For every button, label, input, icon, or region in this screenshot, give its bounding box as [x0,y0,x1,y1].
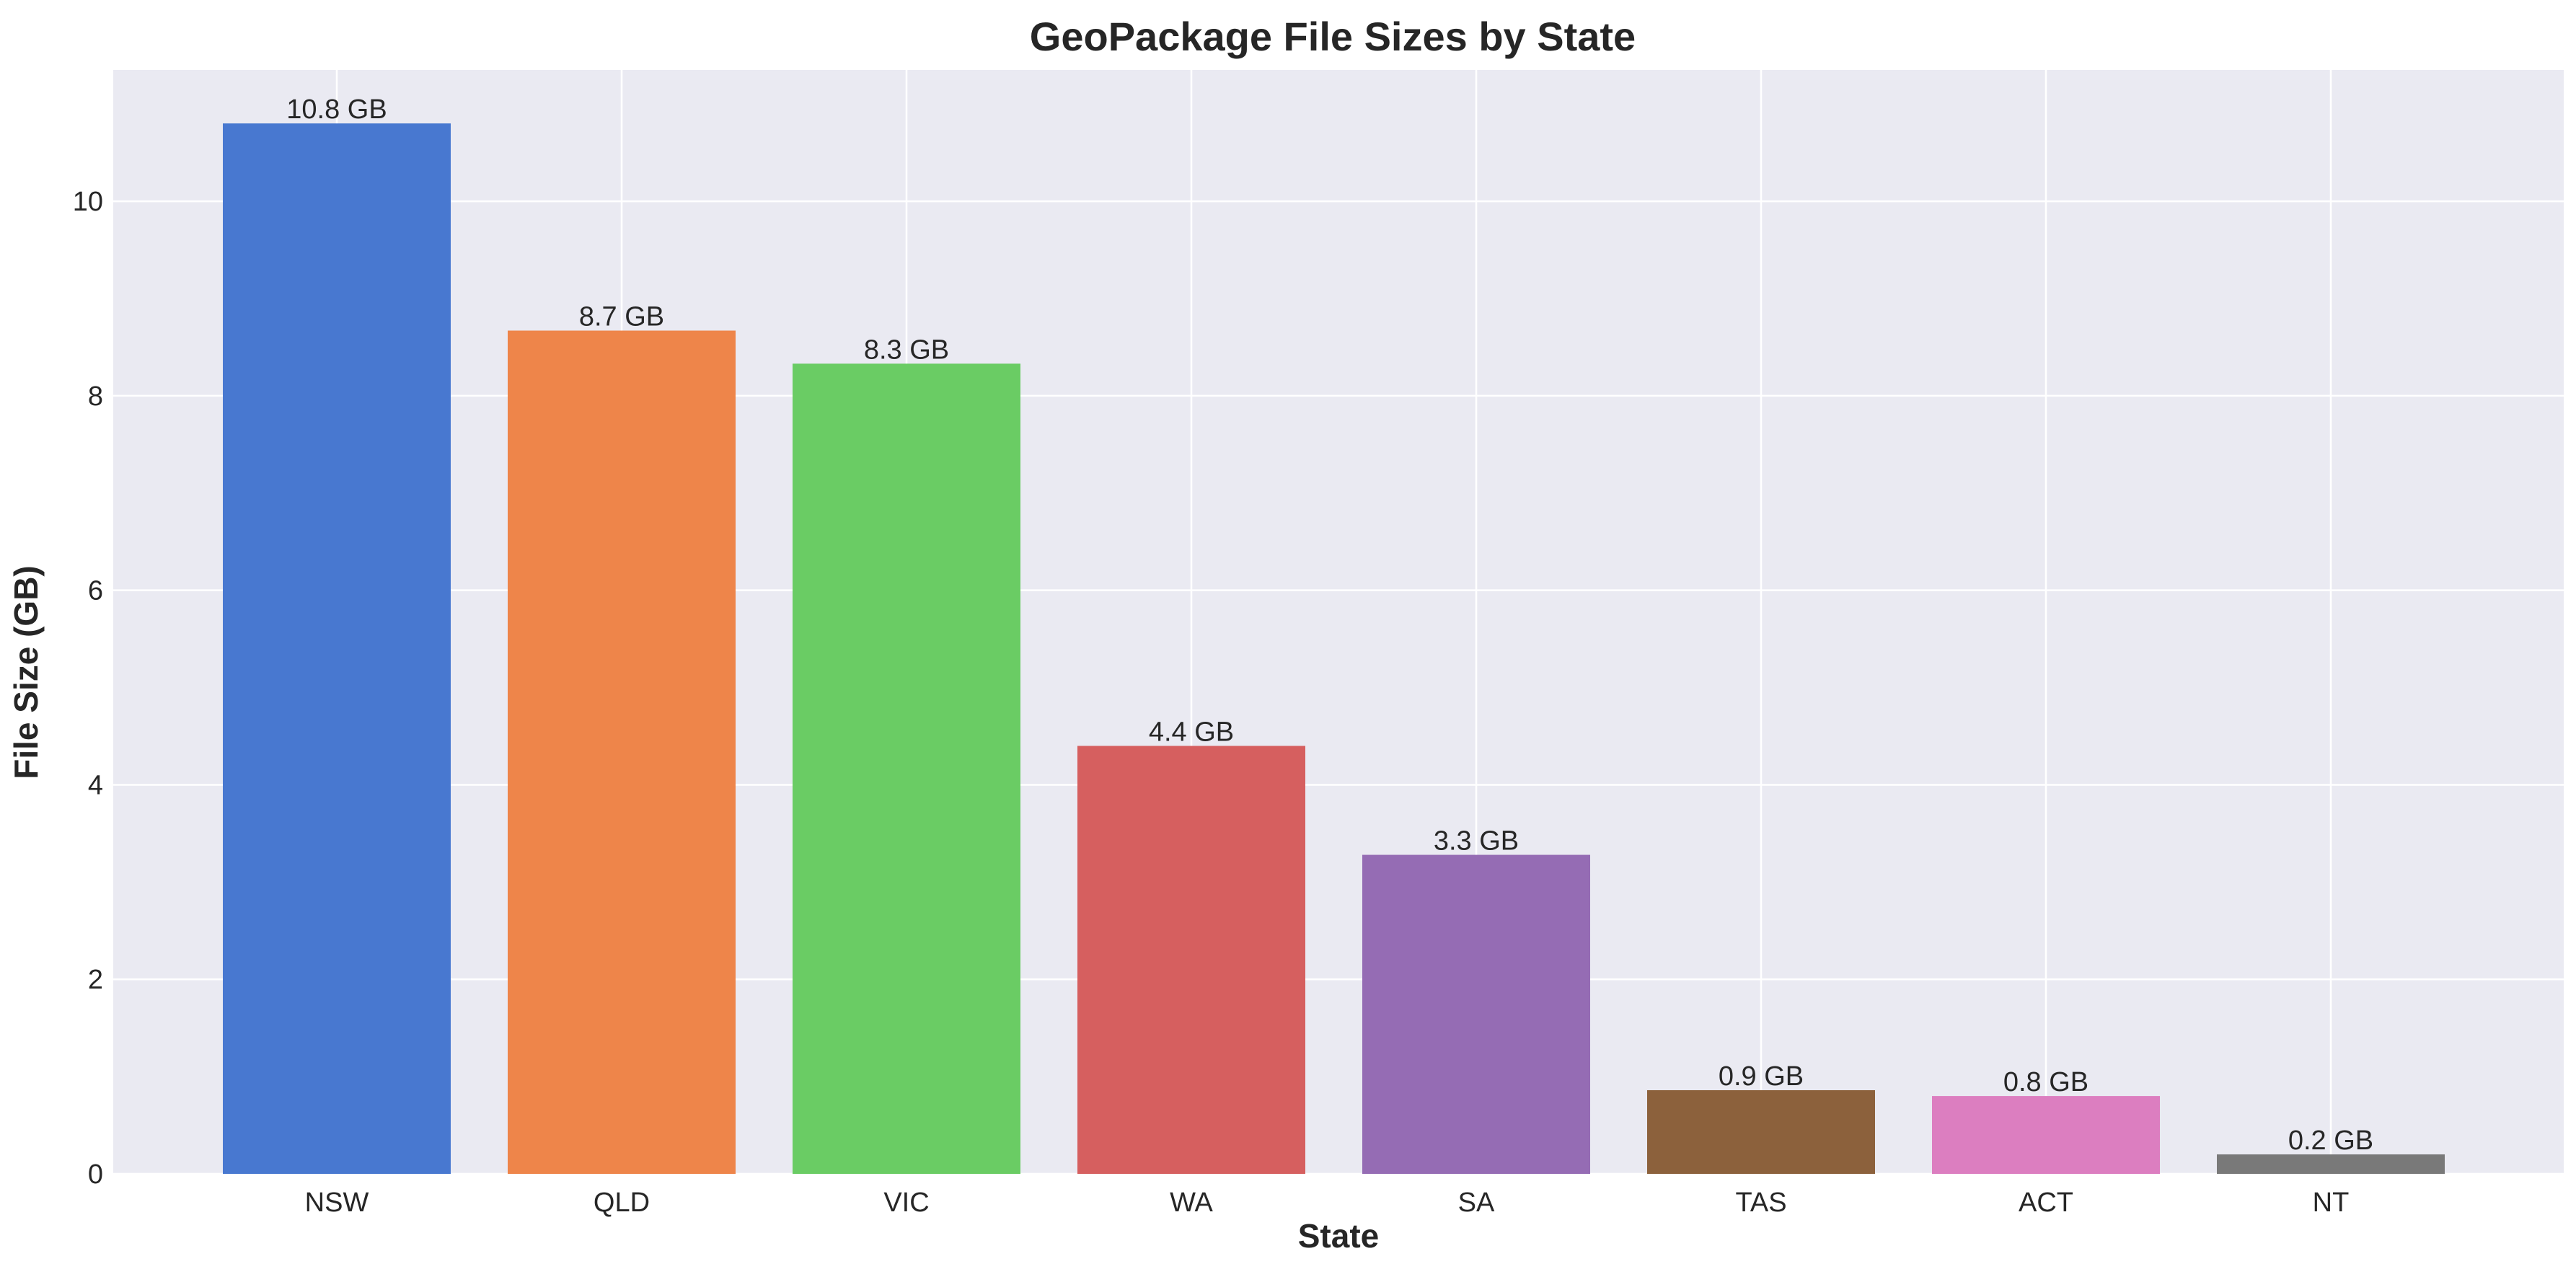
x-tick-label: SA [1458,1188,1495,1218]
bar-value-label: 4.4 GB [1149,717,1234,747]
x-tick-label: WA [1170,1188,1213,1218]
x-tick-label: QLD [594,1188,650,1218]
bar-sa [1362,854,1590,1174]
y-tick-label: 8 [88,381,103,412]
bar-nt [2217,1154,2445,1174]
bar-tas [1647,1089,1875,1174]
bar-value-label: 0.8 GB [2003,1067,2088,1097]
bar-vic [793,363,1020,1174]
bars [223,123,2445,1174]
bar-value-labels: 10.8 GB 8.7 GB 8.3 GB 4.4 GB 3.3 GB 0.9 GB 0.8… [286,94,2373,1156]
x-tick-label: VIC [883,1188,929,1218]
x-axis-ticks: NSW QLD VIC WA SA TAS ACT NT [305,1188,2350,1218]
y-tick-label: 4 [88,770,103,800]
bar-value-label: 0.9 GB [1719,1061,1804,1092]
bar-qld [508,330,736,1174]
y-axis-label: File Size (GB) [7,565,45,779]
y-tick-label: 10 [73,187,103,217]
bar-value-label: 3.3 GB [1434,826,1519,857]
bar-value-label: 8.7 GB [579,302,664,332]
bar-nsw [223,123,451,1174]
x-tick-label: ACT [2019,1188,2073,1218]
plot-background [113,70,2564,1174]
bar-wa [1077,746,1305,1174]
y-tick-label: 6 [88,576,103,606]
bar-act [1932,1096,2160,1174]
bar-value-label: 10.8 GB [286,94,387,125]
x-tick-label: NT [2313,1188,2350,1218]
x-axis-label: State [1298,1217,1379,1255]
bar-value-label: 0.2 GB [2288,1126,2373,1156]
x-tick-label: NSW [305,1188,369,1218]
bar-value-label: 8.3 GB [864,335,949,365]
y-tick-label: 0 [88,1159,103,1190]
y-axis-ticks: 0 2 4 6 8 10 [73,187,103,1190]
chart-title: GeoPackage File Sizes by State [1030,14,1636,59]
y-tick-label: 2 [88,965,103,995]
x-tick-label: TAS [1735,1188,1786,1218]
